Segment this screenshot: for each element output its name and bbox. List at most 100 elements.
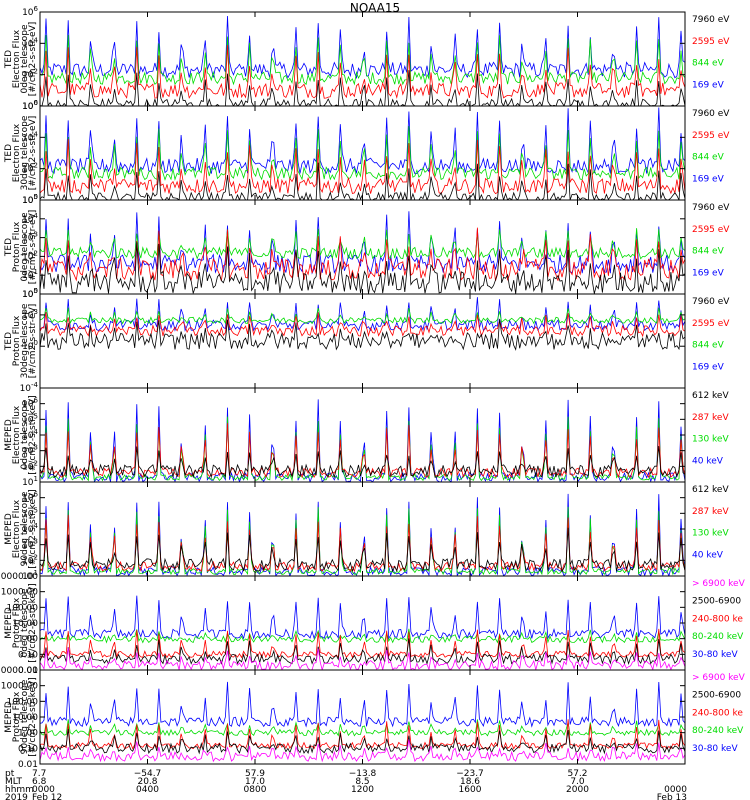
x-axis-value: 20.8 (137, 777, 157, 787)
series-line (40, 44, 685, 99)
x-axis-value: 2000 (566, 785, 589, 795)
y-axis-label: Electron Flux (12, 29, 22, 88)
series-line (40, 107, 685, 175)
series-line (40, 307, 685, 325)
legend-entry: 240-800 ke (692, 614, 743, 624)
y-axis-label: 0deg telescope (20, 212, 30, 282)
series-line (40, 70, 685, 106)
legend-entry: 7960 eV (692, 203, 730, 213)
legend-entry: 844 eV (692, 341, 725, 351)
x-row-label: pt (5, 769, 15, 779)
legend-entry: 844 eV (692, 247, 725, 257)
legend-entry: 2595 eV (692, 131, 730, 141)
y-tick-label: 104 (22, 130, 38, 143)
y-tick-label: 1.00 (18, 635, 38, 645)
y-axis-label: 90deg telescope (20, 679, 30, 754)
y-tick-label: 104 (22, 522, 38, 535)
series-line (40, 227, 685, 282)
series-line (40, 211, 685, 275)
series-line (40, 446, 685, 479)
x-axis-value: 8.5 (355, 777, 369, 787)
y-axis-label: [#/cm2-s-str-keV] (28, 583, 38, 662)
y-axis-label: 30deg telescope (20, 303, 30, 378)
y-tick-label: 106 (22, 99, 38, 112)
series-line (40, 628, 685, 644)
y-axis-label: TED (4, 332, 14, 351)
series-line (40, 312, 685, 338)
y-tick-label: 10.00 (12, 619, 38, 629)
y-tick-label: 102 (22, 459, 38, 472)
legend-entry: 240-800 ke (692, 708, 743, 718)
x-axis-value: 0400 (136, 785, 159, 795)
legend-entry: 2595 eV (692, 319, 730, 329)
y-tick-label: 106 (22, 397, 38, 410)
y-axis-label: Electron Flux (12, 499, 22, 558)
series-line (40, 228, 685, 261)
x-axis-value: 7.0 (570, 777, 585, 787)
x-row-label: 2019 (5, 793, 28, 800)
y-tick-label: 101 (22, 268, 38, 281)
series-line (40, 34, 685, 86)
y-tick-label: 10.00 (12, 713, 38, 723)
legend-entry: 7960 eV (692, 109, 730, 119)
y-tick-label: 1000.00 (1, 588, 38, 598)
x-axis-value: 1200 (351, 785, 374, 795)
series-line (40, 527, 685, 573)
x-row-label: MLT (5, 777, 23, 787)
legend-entry: 169 eV (692, 81, 725, 91)
legend-entry: 287 keV (692, 507, 729, 517)
legend-entry: > 6900 keV (692, 579, 746, 589)
y-tick-label: 101 (22, 569, 38, 582)
legend-entry: 287 keV (692, 413, 729, 423)
legend-entry: 30-80 keV (692, 650, 738, 660)
y-tick-label: 100.00 (7, 697, 39, 707)
legend-entry: 2595 eV (692, 37, 730, 47)
x-axis-value: 17.0 (245, 777, 265, 787)
y-tick-label: 10000.00 (0, 572, 38, 582)
y-axis-label: Proton Flux (12, 315, 22, 366)
series-line (40, 595, 685, 640)
legend-entry: 7960 eV (692, 297, 730, 307)
x-axis-value: 57.9 (245, 769, 265, 779)
x-axis-value: Feb 13 (657, 793, 687, 800)
y-tick-label: 100 (22, 287, 38, 300)
legend-entry: 30-80 keV (692, 744, 738, 754)
y-tick-label: 106 (22, 5, 38, 18)
y-tick-label: 100 (22, 99, 38, 112)
y-axis-label: 0deg telescope (20, 400, 30, 470)
y-tick-label: 10-4 (20, 381, 39, 394)
y-tick-label: 102 (22, 162, 38, 175)
y-tick-label: 103 (22, 231, 38, 244)
y-axis-label: MEPED (4, 419, 14, 451)
y-axis-label: [#/cm2-s-str-eV] (28, 116, 38, 191)
y-axis-label: 30deg telescope (20, 115, 30, 190)
x-axis-value: 57.2 (567, 769, 587, 779)
y-axis-label: MEPED (4, 513, 14, 545)
x-axis-value: Feb 12 (32, 793, 62, 800)
legend-entry: 612 keV (692, 485, 729, 495)
series-line (40, 719, 685, 737)
x-axis-value: 18.6 (460, 777, 480, 787)
y-axis-label: Proton Flux (12, 597, 22, 648)
y-tick-label: 105 (22, 193, 38, 206)
y-tick-label: 1000.00 (1, 682, 38, 692)
series-line (40, 126, 685, 181)
legend-entry: 80-240 keV (692, 726, 744, 736)
y-tick-label: 103 (22, 538, 38, 551)
legend-entry: > 6900 keV (692, 673, 746, 683)
y-axis-label: Electron Flux (12, 405, 22, 464)
legend-entry: 612 keV (692, 391, 729, 401)
legend-entry: 40 keV (692, 457, 724, 467)
legend-entry: 130 keV (692, 435, 729, 445)
legend-entry: 844 eV (692, 59, 725, 69)
x-axis-value: −54.7 (134, 769, 162, 779)
y-tick-label: 0.01 (18, 666, 38, 676)
x-axis-value: 0800 (244, 785, 267, 795)
y-axis-label: Electron Flux (12, 123, 22, 182)
legend-entry: 169 eV (692, 175, 725, 185)
y-tick-label: 103 (22, 444, 38, 457)
y-axis-label: TED (4, 144, 14, 163)
series-line (40, 318, 685, 351)
y-axis-label: Proton Flux (12, 221, 22, 272)
x-axis-value: 0000 (664, 785, 687, 795)
